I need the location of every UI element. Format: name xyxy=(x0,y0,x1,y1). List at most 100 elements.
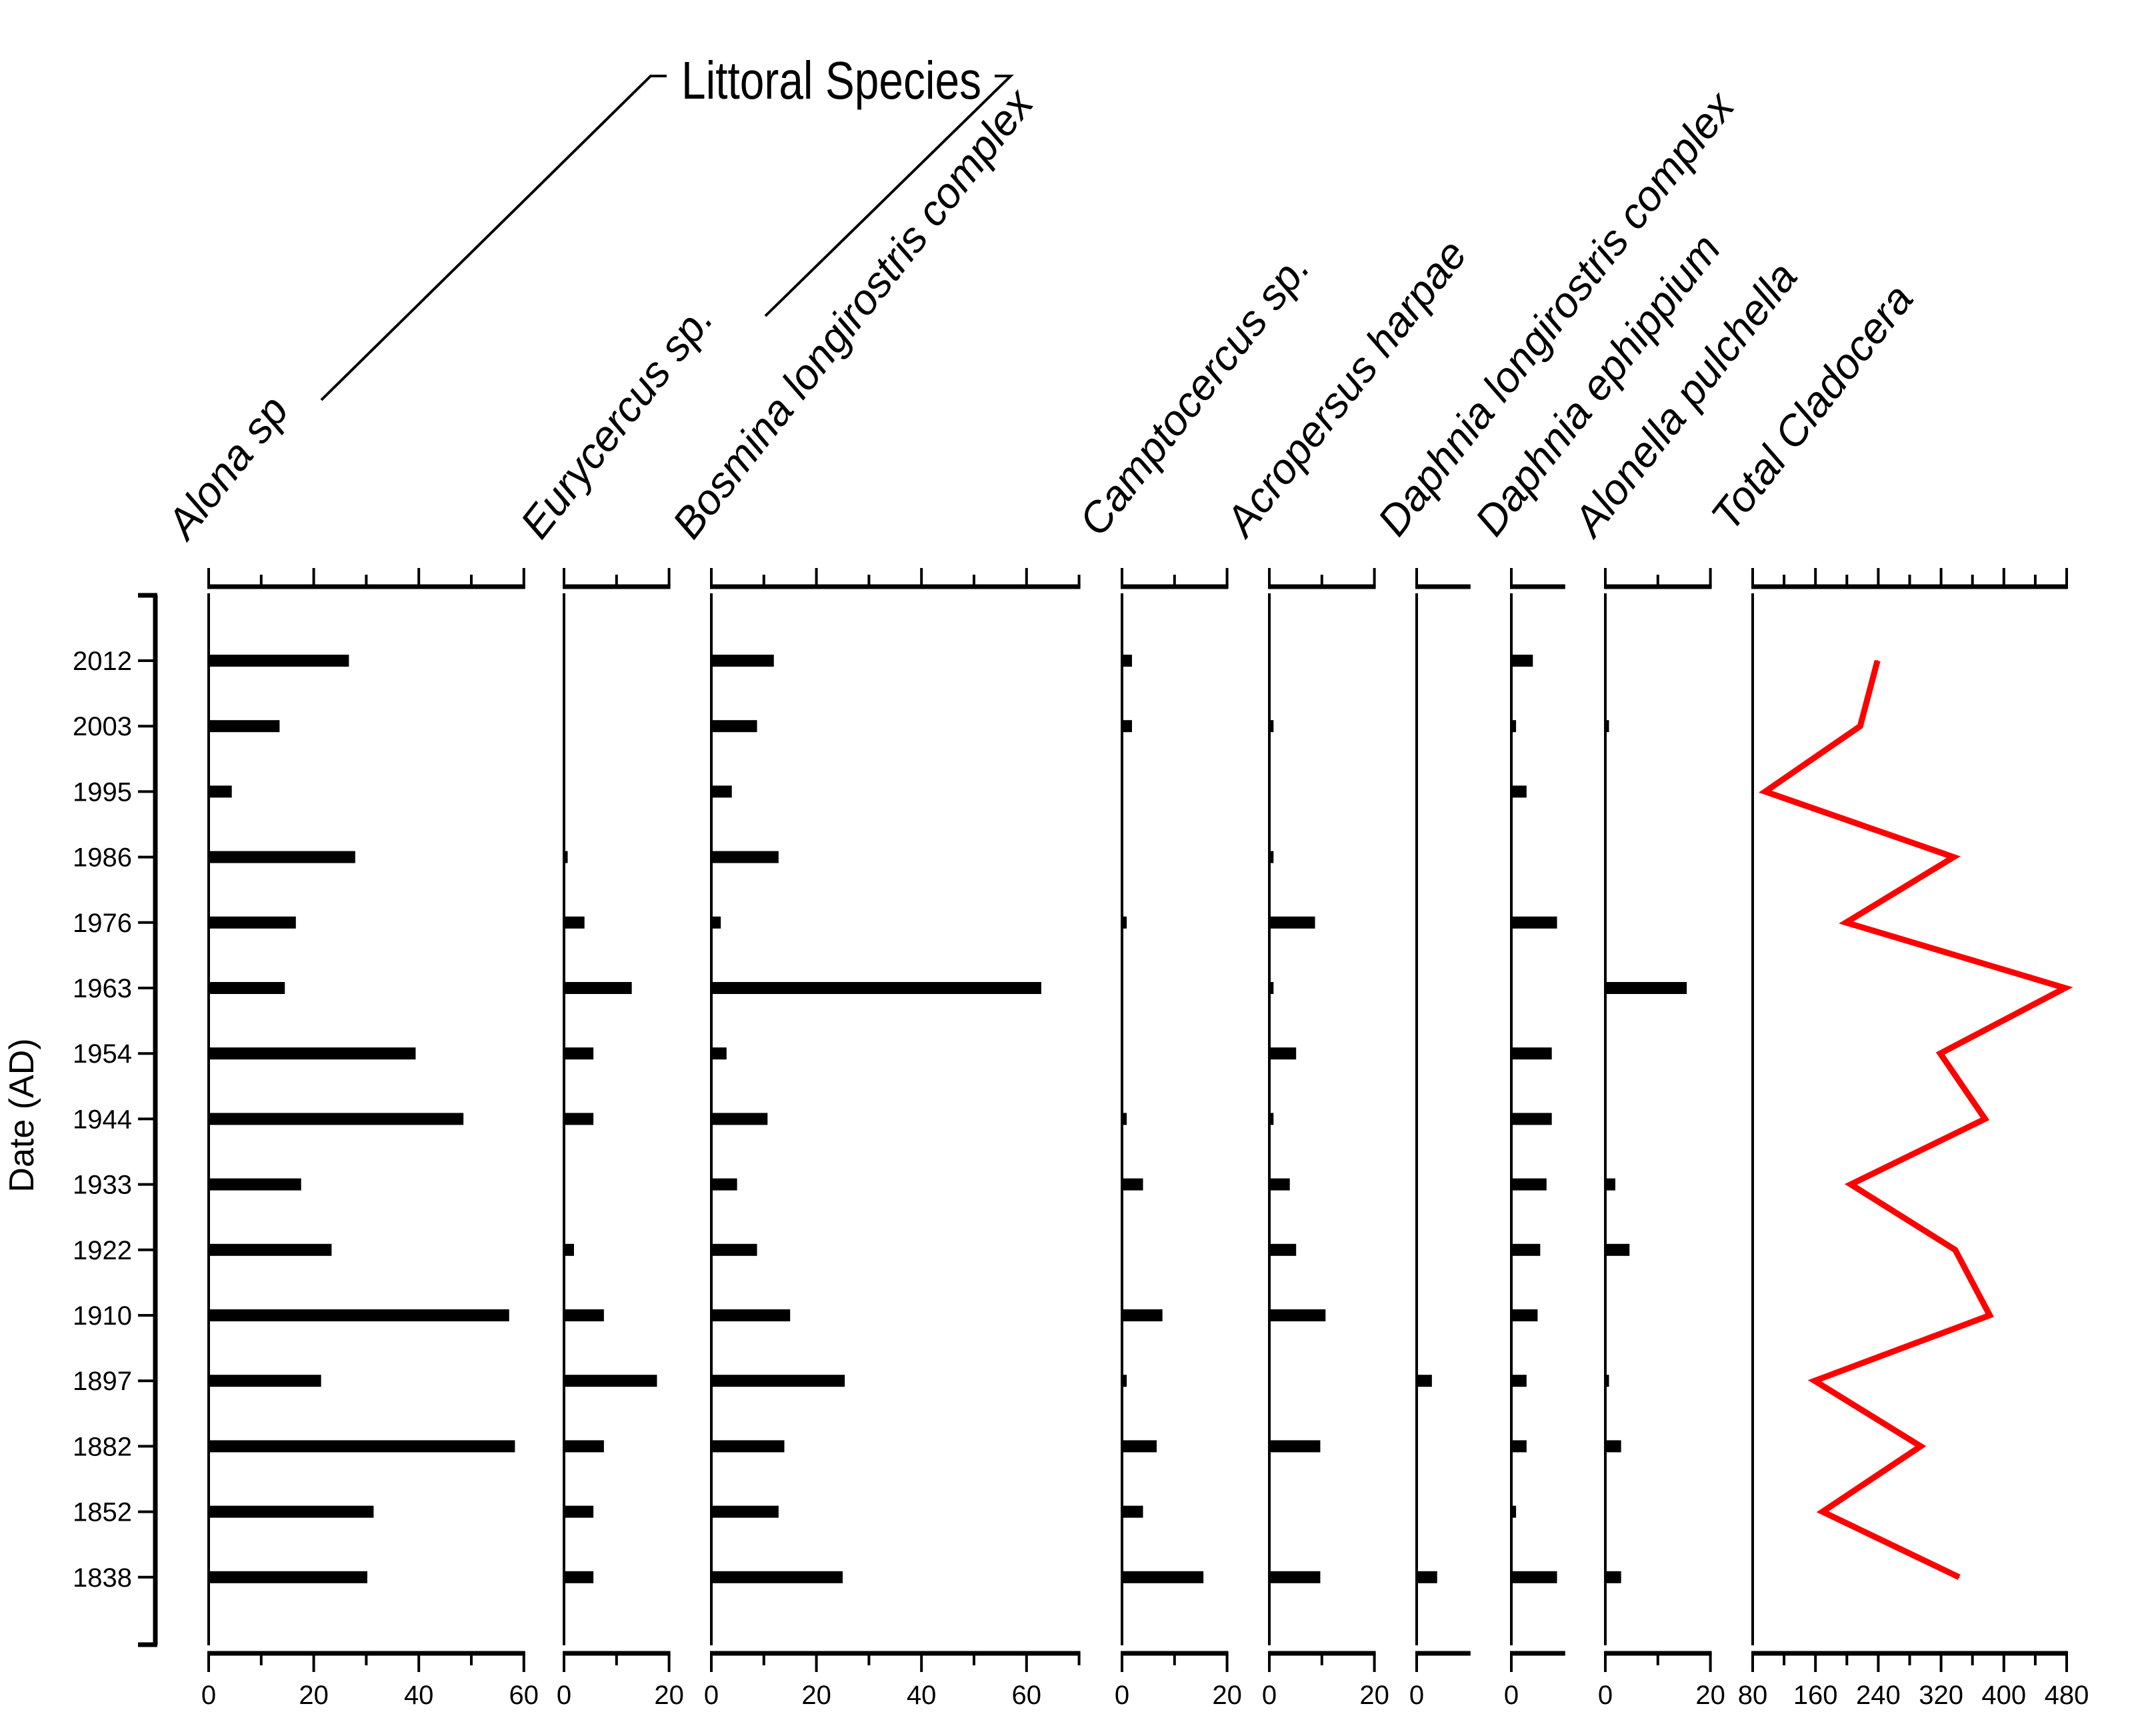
bar xyxy=(711,1047,727,1060)
bar xyxy=(1511,1309,1538,1321)
bar xyxy=(1605,1440,1621,1453)
bar xyxy=(1511,1047,1552,1060)
bar xyxy=(711,1440,785,1453)
bar xyxy=(564,1440,604,1453)
line-point xyxy=(1919,1445,1921,1447)
bar xyxy=(1269,1047,1297,1060)
x-tick-label: 400 xyxy=(1981,1681,2026,1710)
y-tick-label: 1944 xyxy=(73,1105,132,1134)
bar xyxy=(209,1505,374,1518)
x-tick-label: 20 xyxy=(1695,1681,1725,1710)
bar xyxy=(711,1178,737,1191)
x-tick-label: 0 xyxy=(557,1681,571,1710)
bar xyxy=(711,851,779,863)
x-tick-label: 20 xyxy=(299,1681,329,1710)
line-point xyxy=(1814,1380,1816,1382)
bar xyxy=(1511,720,1517,733)
bar xyxy=(1122,1375,1127,1387)
bar xyxy=(209,1047,416,1060)
bar xyxy=(564,916,585,929)
panel-title: Bosmina longirostris complex xyxy=(663,79,1043,547)
y-tick-label: 1852 xyxy=(73,1498,132,1527)
bar xyxy=(1122,1309,1163,1321)
y-tick-label: 1910 xyxy=(73,1301,132,1331)
line-point xyxy=(1845,921,1847,923)
y-axis: 2012 2003 1995 1986 1976 1963 1954 1944 1933 1922… xyxy=(73,593,158,1647)
bar xyxy=(711,1505,779,1518)
bar xyxy=(1511,1113,1552,1125)
bar xyxy=(711,1113,768,1125)
bar xyxy=(1122,1571,1204,1583)
x-tick-label: 160 xyxy=(1793,1681,1838,1710)
bar xyxy=(1511,1571,1557,1583)
y-tick-label: 1954 xyxy=(73,1039,132,1069)
total-cladocera-line xyxy=(1758,659,2073,1580)
bar xyxy=(564,1571,594,1583)
x-tick-label: 480 xyxy=(2045,1681,2089,1710)
bar xyxy=(209,982,285,994)
x-tick-label: 0 xyxy=(704,1681,719,1710)
bar xyxy=(564,1047,594,1060)
group-bracket-right xyxy=(764,75,1014,317)
x-tick-label: 40 xyxy=(907,1681,937,1710)
bar xyxy=(209,1375,321,1387)
line-point xyxy=(1821,1511,1823,1513)
x-tick-label: 0 xyxy=(1504,1681,1519,1710)
x-tick-label: 60 xyxy=(1012,1681,1042,1710)
bar xyxy=(1417,1375,1432,1387)
bar xyxy=(1122,720,1132,733)
y-axis-label: Date (AD) xyxy=(3,1038,41,1192)
line-point xyxy=(1877,660,1879,661)
line-point xyxy=(1953,856,1955,858)
line-point xyxy=(1989,1315,1991,1316)
bar xyxy=(1605,1178,1615,1191)
bar xyxy=(209,720,280,733)
bar xyxy=(1269,1571,1321,1583)
bar xyxy=(1269,916,1315,929)
y-tick-label: 2003 xyxy=(73,712,132,741)
panel-alona-sp: Alona sp 0 20 40 60 xyxy=(156,387,539,1710)
line-point xyxy=(1958,1576,1960,1578)
x-tick-label: 20 xyxy=(1359,1681,1389,1710)
bar xyxy=(1605,1243,1630,1256)
x-tick-label: 40 xyxy=(404,1681,434,1710)
bar xyxy=(1511,1505,1517,1518)
panel-title: Alona sp xyxy=(156,387,298,549)
x-tick-label: 0 xyxy=(1115,1681,1129,1710)
y-tick-label: 1963 xyxy=(73,974,132,1003)
bar xyxy=(564,851,568,863)
group-bracket-left xyxy=(320,75,667,401)
littoral-species-group: Littoral Species xyxy=(320,51,1014,401)
line-point xyxy=(1984,1118,1986,1120)
line-point xyxy=(1939,1053,1941,1055)
bar xyxy=(1511,1440,1527,1453)
bar xyxy=(711,720,757,733)
bar xyxy=(1269,720,1274,733)
bar xyxy=(1122,1113,1127,1125)
line-point xyxy=(1764,791,1766,793)
bar xyxy=(1511,1178,1547,1191)
bar xyxy=(209,1571,367,1583)
bar xyxy=(1605,982,1687,994)
bar xyxy=(209,851,355,863)
bar xyxy=(1605,720,1609,733)
bar xyxy=(1122,916,1127,929)
bar xyxy=(711,916,721,929)
y-tick-label: 1995 xyxy=(73,777,132,807)
bar xyxy=(711,1571,843,1583)
bar xyxy=(1605,1571,1621,1583)
bar xyxy=(1269,982,1274,994)
bar xyxy=(209,916,296,929)
bar xyxy=(1122,1440,1157,1453)
line-point xyxy=(1850,1183,1852,1185)
bar xyxy=(209,785,232,798)
bar xyxy=(711,785,732,798)
group-label: Littoral Species xyxy=(681,51,981,110)
bar xyxy=(564,1113,594,1125)
y-tick-label: 1838 xyxy=(73,1563,132,1593)
y-tick-label: 1882 xyxy=(73,1432,132,1461)
